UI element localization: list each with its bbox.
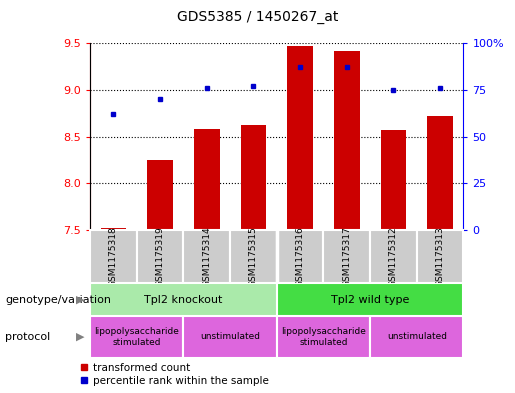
Text: unstimulated: unstimulated bbox=[200, 332, 260, 342]
Text: Tpl2 knockout: Tpl2 knockout bbox=[144, 295, 222, 305]
FancyBboxPatch shape bbox=[90, 283, 277, 316]
Text: GSM1175319: GSM1175319 bbox=[156, 226, 165, 287]
FancyBboxPatch shape bbox=[230, 230, 277, 283]
Text: ▶: ▶ bbox=[76, 332, 84, 342]
Bar bbox=[147, 160, 173, 230]
Text: lipopolysaccharide
stimulated: lipopolysaccharide stimulated bbox=[94, 327, 179, 347]
Bar bbox=[100, 228, 126, 230]
Bar bbox=[241, 125, 266, 230]
Text: Tpl2 wild type: Tpl2 wild type bbox=[331, 295, 409, 305]
FancyBboxPatch shape bbox=[370, 316, 464, 358]
FancyBboxPatch shape bbox=[277, 316, 370, 358]
Legend: transformed count, percentile rank within the sample: transformed count, percentile rank withi… bbox=[80, 363, 269, 386]
FancyBboxPatch shape bbox=[137, 230, 183, 283]
Text: GDS5385 / 1450267_at: GDS5385 / 1450267_at bbox=[177, 10, 338, 24]
Bar bbox=[287, 46, 313, 230]
Text: GSM1175312: GSM1175312 bbox=[389, 226, 398, 287]
FancyBboxPatch shape bbox=[417, 230, 464, 283]
Text: genotype/variation: genotype/variation bbox=[5, 295, 111, 305]
Bar bbox=[427, 116, 453, 230]
FancyBboxPatch shape bbox=[90, 230, 137, 283]
Text: lipopolysaccharide
stimulated: lipopolysaccharide stimulated bbox=[281, 327, 366, 347]
Text: unstimulated: unstimulated bbox=[387, 332, 447, 342]
FancyBboxPatch shape bbox=[90, 316, 183, 358]
FancyBboxPatch shape bbox=[277, 230, 323, 283]
Bar bbox=[381, 130, 406, 230]
Text: ▶: ▶ bbox=[76, 295, 84, 305]
Text: protocol: protocol bbox=[5, 332, 50, 342]
Text: GSM1175317: GSM1175317 bbox=[342, 226, 351, 287]
Text: GSM1175314: GSM1175314 bbox=[202, 226, 211, 287]
Bar bbox=[334, 51, 359, 230]
Text: GSM1175316: GSM1175316 bbox=[296, 226, 305, 287]
Text: GSM1175313: GSM1175313 bbox=[436, 226, 444, 287]
FancyBboxPatch shape bbox=[323, 230, 370, 283]
Text: GSM1175315: GSM1175315 bbox=[249, 226, 258, 287]
FancyBboxPatch shape bbox=[370, 230, 417, 283]
FancyBboxPatch shape bbox=[183, 316, 277, 358]
Text: GSM1175318: GSM1175318 bbox=[109, 226, 118, 287]
Bar bbox=[194, 129, 219, 230]
FancyBboxPatch shape bbox=[277, 283, 464, 316]
FancyBboxPatch shape bbox=[183, 230, 230, 283]
